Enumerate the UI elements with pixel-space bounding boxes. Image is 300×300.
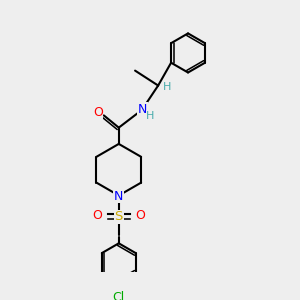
Text: H: H bbox=[163, 82, 171, 92]
Text: S: S bbox=[115, 210, 123, 223]
Text: O: O bbox=[136, 209, 146, 222]
Text: H: H bbox=[146, 111, 155, 121]
Text: N: N bbox=[114, 190, 124, 203]
Text: N: N bbox=[138, 103, 147, 116]
Text: Cl: Cl bbox=[112, 291, 125, 300]
Text: O: O bbox=[92, 209, 102, 222]
Text: O: O bbox=[93, 106, 103, 119]
